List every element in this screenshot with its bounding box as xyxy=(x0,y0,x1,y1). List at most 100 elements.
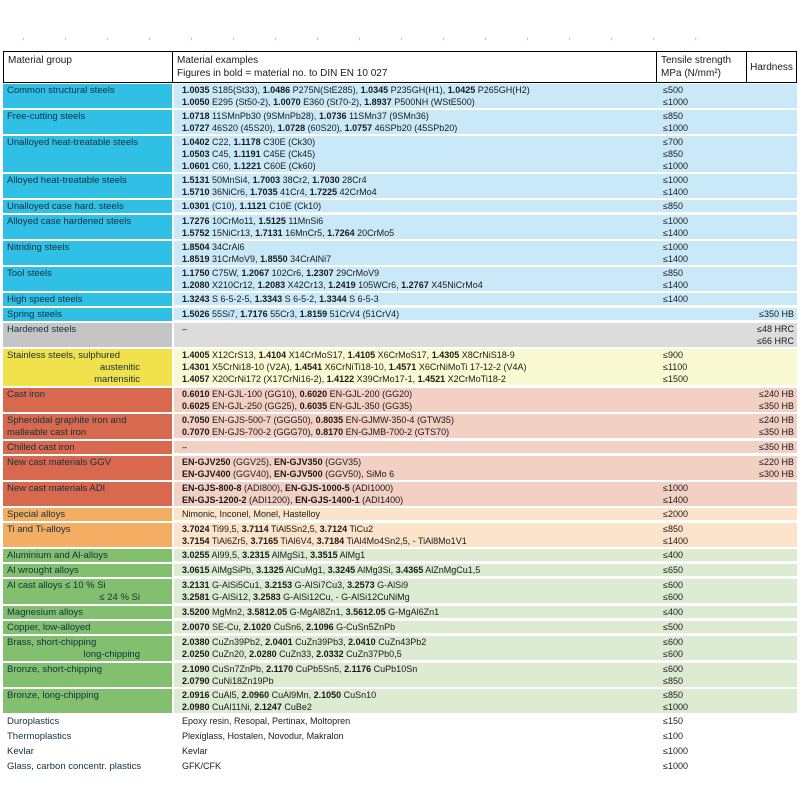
material-group-name: martensitic xyxy=(94,374,140,385)
table-row: 0.6025 EN-GJL-250 (GG25), 0.6035 EN-GJL-… xyxy=(174,400,797,412)
example-cell: 0.6010 EN-GJL-100 (GG10), 0.6020 EN-GJL-… xyxy=(182,389,413,399)
hardness-cell xyxy=(748,215,797,227)
example-cell: 1.3243 S 6-5-2-5, 1.3343 S 6-5-2, 1.3344… xyxy=(182,294,379,304)
group-rows: Epoxy resin, Resopal, Pertinax, Moltopre… xyxy=(174,715,797,728)
material-group-label: Al cast alloys ≤ 10 % Si ≤ 24 % Si xyxy=(3,579,172,604)
example-cell xyxy=(174,335,658,347)
example-cell: 1.5026 55Si7, 1.7176 55Cr3, 1.8159 51CrV… xyxy=(182,309,400,319)
hardness-cell: ≤350 HB xyxy=(759,427,794,437)
table-row: 1.0718 11SMnPb30 (9SMnPb28), 1.0736 11SM… xyxy=(174,110,797,122)
tensile-cell: ≤1000 xyxy=(663,97,688,107)
tensile-cell: ≤850 xyxy=(663,268,683,278)
table-row: GFK/CFK ≤1000 xyxy=(174,760,797,772)
tensile-cell xyxy=(658,400,748,412)
table-row: Epoxy resin, Resopal, Pertinax, Moltopre… xyxy=(174,715,797,727)
material-group-name: Alloyed case hardened steels xyxy=(7,216,132,227)
hardness-cell xyxy=(748,745,797,757)
table-row: 1.0035 S185(St33), 1.0486 P275N(StE285),… xyxy=(174,84,797,96)
material-group-label: Brass, short-chipping long-chipping xyxy=(3,636,172,661)
hardness-cell xyxy=(748,293,797,305)
hardness-cell xyxy=(748,606,797,618)
material-group-label: Al wrought alloys xyxy=(3,564,172,577)
group-rows: 2.0916 CuAl5, 2.0960 CuAl9Mn, 2.1050 CuS… xyxy=(174,689,797,713)
example-cell: EN-GJV400 (GGV40), EN-GJV500 (GGV50), Si… xyxy=(182,469,395,479)
material-group-name: long-chipping xyxy=(83,649,140,660)
material-group-name: Cast iron xyxy=(7,389,46,400)
material-group-name: Thermoplastics xyxy=(7,731,72,742)
table-body: Common structural steels 1.0035 S185(St3… xyxy=(3,84,797,773)
hardness-cell: ≤220 HB xyxy=(759,457,794,467)
table-row: 3.0255 Al99,5, 3.2315 AlMgSi1, 3.3515 Al… xyxy=(174,549,797,561)
clipped-text-fragment: -,--- xyxy=(396,38,416,47)
clipped-text-fragment: -,--- xyxy=(186,38,206,47)
example-cell: 1.8504 34CrAl6 xyxy=(182,242,245,252)
group-rows: 0.7050 EN-GJS-500-7 (GGG50), 0.8035 EN-G… xyxy=(174,414,797,439)
material-group-name: Alloyed heat-treatable steels xyxy=(7,175,127,186)
material-group-label: Spring steels xyxy=(3,308,172,321)
group-rows: 1.0301 (C10), 1.1121 C10E (Ck10) ≤850 xyxy=(174,200,797,213)
example-cell: 1.5752 15NiCr13, 1.7131 16MnCr5, 1.7264 … xyxy=(182,228,395,238)
table-row: 1.4057 X20CrNi172 (X17CrNi16-2), 1.4122 … xyxy=(174,373,797,385)
table-row: 1.5710 36NiCr6, 1.7035 41Cr4, 1.7225 42C… xyxy=(174,186,797,198)
tensile-cell: ≤1400 xyxy=(663,187,688,197)
table-row: 2.0380 CuZn39Pb2, 2.0401 CuZn39Pb3, 2.04… xyxy=(174,636,797,648)
tensile-cell: ≤400 xyxy=(663,607,683,617)
table-row: 2.0916 CuAl5, 2.0960 CuAl9Mn, 2.1050 CuS… xyxy=(174,689,797,701)
tensile-cell: ≤1000 xyxy=(663,483,688,493)
hardness-cell xyxy=(748,663,797,675)
material-group-label: Special alloys xyxy=(3,508,172,521)
material-group-row: Alloyed case hardened steels 1.7276 10Cr… xyxy=(3,215,797,239)
group-rows: EN-GJV250 (GGV25), EN-GJV350 (GGV35) ≤22… xyxy=(174,456,797,480)
header-material-examples-line2: Figures in bold = material no. to DIN EN… xyxy=(177,68,388,79)
material-group-row: Alloyed heat-treatable steels 1.5131 50M… xyxy=(3,174,797,198)
material-group-row: Magnesium alloys 3.5200 MgMn2, 3.5812.05… xyxy=(3,606,797,619)
tensile-cell: ≤1400 xyxy=(663,254,688,264)
material-group-row: New cast materials GGV EN-GJV250 (GGV25)… xyxy=(3,456,797,480)
material-group-name: New cast materials ADI xyxy=(7,483,106,494)
example-cell: 2.0250 CuZn20, 2.0280 CuZn33, 2.0332 CuZ… xyxy=(182,649,402,659)
tensile-cell: ≤1000 xyxy=(663,216,688,226)
clipped-text-fragment: -,--- xyxy=(606,38,626,47)
material-group-row: Bronze, short-chipping 2.1090 CuSn7ZnPb,… xyxy=(3,663,797,687)
tensile-cell: ≤600 xyxy=(663,580,683,590)
tensile-cell: ≤850 xyxy=(663,201,683,211)
material-group-label: Bronze, long-chipping xyxy=(3,689,172,713)
material-group-row: Common structural steels 1.0035 S185(St3… xyxy=(3,84,797,108)
tensile-cell: ≤1000 xyxy=(663,702,688,712)
table-row: 0.7070 EN-GJS-700-2 (GGG70), 0.8170 EN-G… xyxy=(174,426,797,438)
hardness-cell xyxy=(748,200,797,212)
material-group-name: Unalloyed heat-treatable steels xyxy=(7,137,138,148)
material-table: Material group Material examples Figures… xyxy=(3,51,797,773)
material-group-row: Bronze, long-chipping 2.0916 CuAl5, 2.09… xyxy=(3,689,797,713)
table-row: 1.4005 X12CrS13, 1.4104 X14CrMoS17, 1.41… xyxy=(174,349,797,361)
hardness-cell xyxy=(748,110,797,122)
table-row: 1.3243 S 6-5-2-5, 1.3343 S 6-5-2, 1.3344… xyxy=(174,293,797,305)
header-tensile-line2: MPa (N/mm²) xyxy=(661,68,721,79)
header-hardness: Hardness xyxy=(747,52,796,82)
group-rows: 3.0255 Al99,5, 3.2315 AlMgSi1, 3.3515 Al… xyxy=(174,549,797,562)
clipped-text-fragment: -,--- xyxy=(144,38,164,47)
material-group-name: Hardened steels xyxy=(7,324,77,335)
example-cell: EN-GJS-800-8 (ADI800), EN-GJS-1000-5 (AD… xyxy=(182,483,394,493)
material-group-name: Free-cutting steels xyxy=(7,111,86,122)
table-row: Nimonic, Inconel, Monel, Hastelloy ≤2000 xyxy=(174,508,797,520)
material-group-name: Spheroidal graphite iron and xyxy=(7,415,127,426)
header-material-group: Material group xyxy=(4,52,173,82)
hardness-cell xyxy=(748,564,797,576)
group-rows: 1.5131 50MnSi4, 1.7003 38Cr2, 1.7030 28C… xyxy=(174,174,797,198)
group-rows: 2.0380 CuZn39Pb2, 2.0401 CuZn39Pb3, 2.04… xyxy=(174,636,797,661)
material-group-row: Ti and Ti-alloys 3.7024 Ti99,5, 3.7114 T… xyxy=(3,523,797,547)
material-group-label: Glass, carbon concentr. plastics xyxy=(3,760,172,773)
material-group-row: Al cast alloys ≤ 10 % Si ≤ 24 % Si 3.2131… xyxy=(3,579,797,604)
example-cell: 1.0727 46S20 (45S20), 1.0728 (60S20), 1.… xyxy=(182,123,458,133)
material-group-row: Tool steels 1.1750 C75W, 1.2067 102Cr6, … xyxy=(3,267,797,291)
example-cell: 1.4005 X12CrS13, 1.4104 X14CrMoS17, 1.41… xyxy=(182,350,515,360)
group-rows: Nimonic, Inconel, Monel, Hastelloy ≤2000 xyxy=(174,508,797,521)
material-group-row: Spheroidal graphite iron and malleable ca… xyxy=(3,414,797,439)
example-cell: 1.7276 10CrMo11, 1.5125 11MnSi6 xyxy=(182,216,324,226)
example-cell: 3.5200 MgMn2, 3.5812.05 G-MgAl8Zn1, 3.56… xyxy=(182,607,440,617)
material-group-row: Duroplastics Epoxy resin, Resopal, Perti… xyxy=(3,715,797,728)
tensile-cell xyxy=(658,426,748,438)
tensile-cell: ≤850 xyxy=(663,524,683,534)
clipped-text-fragment: -,--- xyxy=(18,38,38,47)
